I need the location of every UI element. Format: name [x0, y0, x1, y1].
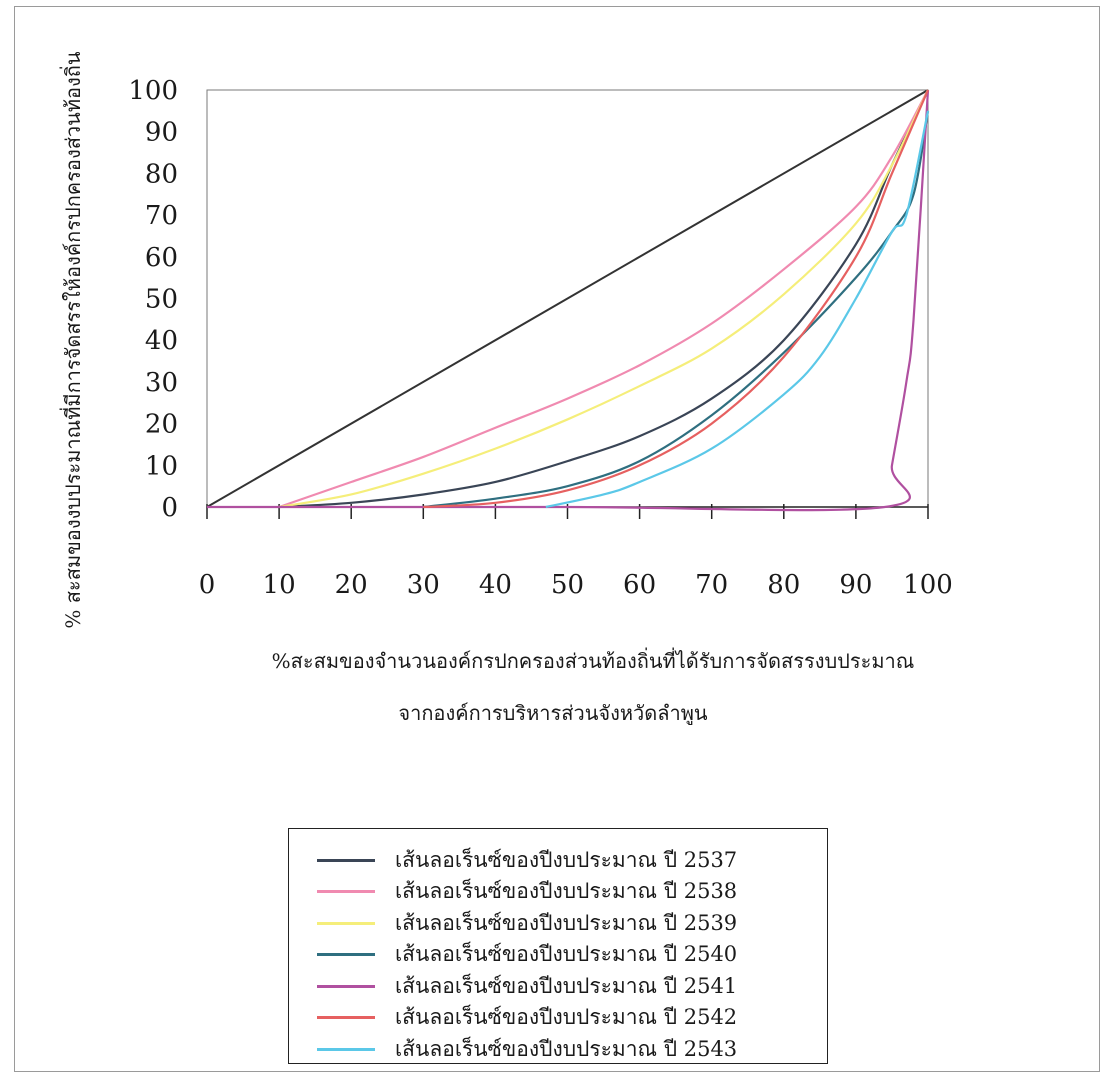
legend-item: เส้นลอเร็นซ์ของปีงบประมาณ ปี 2539 [317, 908, 737, 938]
legend-label: เส้นลอเร็นซ์ของปีงบประมาณ ปี 2541 [395, 973, 738, 998]
legend-swatch [317, 858, 375, 862]
legend-item: เส้นลอเร็นซ์ของปีงบประมาณ ปี 2540 [317, 940, 737, 970]
legend-item: เส้นลอเร็นซ์ของปีงบประมาณ ปี 2543 [317, 1034, 737, 1064]
y-tick-label: 50 [145, 285, 178, 315]
legend-item: เส้นลอเร็นซ์ของปีงบประมาณ ปี 2541 [317, 971, 737, 1001]
x-tick-label: 60 [623, 570, 656, 600]
y-tick-label: 80 [145, 159, 178, 189]
x-axis-label-line1: %สะสมของจำนวนองค์กรปกครองส่วนท้องถิ่นที่… [272, 647, 915, 673]
legend-swatch [317, 921, 375, 925]
x-tick-label: 80 [767, 570, 800, 600]
legend-swatch [317, 953, 375, 956]
series-line-5 [423, 89, 930, 509]
series-line-1 [278, 89, 929, 509]
y-tick-label: 60 [145, 243, 178, 273]
legend-swatch [317, 984, 375, 988]
y-axis-tick-labels: 0 10 20 30 40 50 60 70 80 90 100 [128, 76, 178, 523]
x-tick-label: 70 [695, 570, 728, 600]
y-tick-label: 20 [145, 410, 178, 440]
y-tick-label: 70 [145, 201, 178, 231]
legend-swatch [317, 890, 375, 893]
legend-label: เส้นลอเร็นซ์ของปีงบประมาณ ปี 2539 [395, 910, 738, 935]
plot-area [206, 89, 930, 519]
x-tick-label: 50 [551, 570, 584, 600]
series-line-6 [545, 110, 930, 509]
y-tick-label: 100 [128, 76, 178, 106]
x-tick-label: 100 [903, 570, 953, 600]
legend-label: เส้นลอเร็นซ์ของปีงบประมาณ ปี 2540 [395, 942, 738, 966]
series-line-4 [206, 89, 930, 512]
x-tick-label: 40 [479, 570, 512, 600]
legend-label: เส้นลอเร็นซ์ของปีงบประมาณ ปี 2538 [395, 879, 738, 903]
legend-label: เส้นลอเร็นซ์ของปีงบประมาณ ปี 2543 [395, 1036, 738, 1061]
y-tick-label: 30 [145, 368, 178, 398]
legend-label: เส้นลอเร็นซ์ของปีงบประมาณ ปี 2537 [395, 847, 738, 872]
equality-line [206, 89, 929, 508]
legend-label: เส้นลอเร็นซ์ของปีงบประมาณ ปี 2542 [395, 1005, 738, 1029]
series-line-0 [279, 89, 929, 509]
x-tick-label: 20 [335, 570, 368, 600]
y-tick-label: 10 [145, 451, 178, 481]
x-axis-tick-labels: 0 10 20 30 40 50 60 70 80 90 100 [199, 570, 953, 600]
x-tick-label: 0 [199, 570, 216, 600]
series-line-2 [278, 89, 929, 509]
x-axis-label-line2: จากองค์การบริหารส่วนจังหวัดลำพูน [398, 701, 708, 726]
y-tick-label: 40 [145, 326, 178, 356]
y-tick-label: 0 [161, 493, 178, 523]
y-axis-label: % สะสมของงบประมาณที่มีการจัดสรรให้องค์กร… [59, 51, 85, 628]
legend-item: เส้นลอเร็นซ์ของปีงบประมาณ ปี 2542 [317, 1003, 737, 1033]
x-tick-label: 90 [839, 570, 872, 600]
legend-swatch [317, 1047, 375, 1051]
legend-item: เส้นลอเร็นซ์ของปีงบประมาณ ปี 2537 [317, 845, 737, 875]
series-line-3 [423, 110, 930, 509]
y-tick-label: 90 [145, 118, 178, 148]
chart-frame [14, 6, 1100, 1072]
legend-swatch [317, 1016, 375, 1019]
x-tick-label: 30 [407, 570, 440, 600]
legend-item: เส้นลอเร็นซ์ของปีงบประมาณ ปี 2538 [317, 877, 737, 907]
legend: เส้นลอเร็นซ์ของปีงบประมาณ ปี 2537 เส้นลอเ… [288, 828, 828, 1064]
x-tick-label: 10 [263, 570, 296, 600]
